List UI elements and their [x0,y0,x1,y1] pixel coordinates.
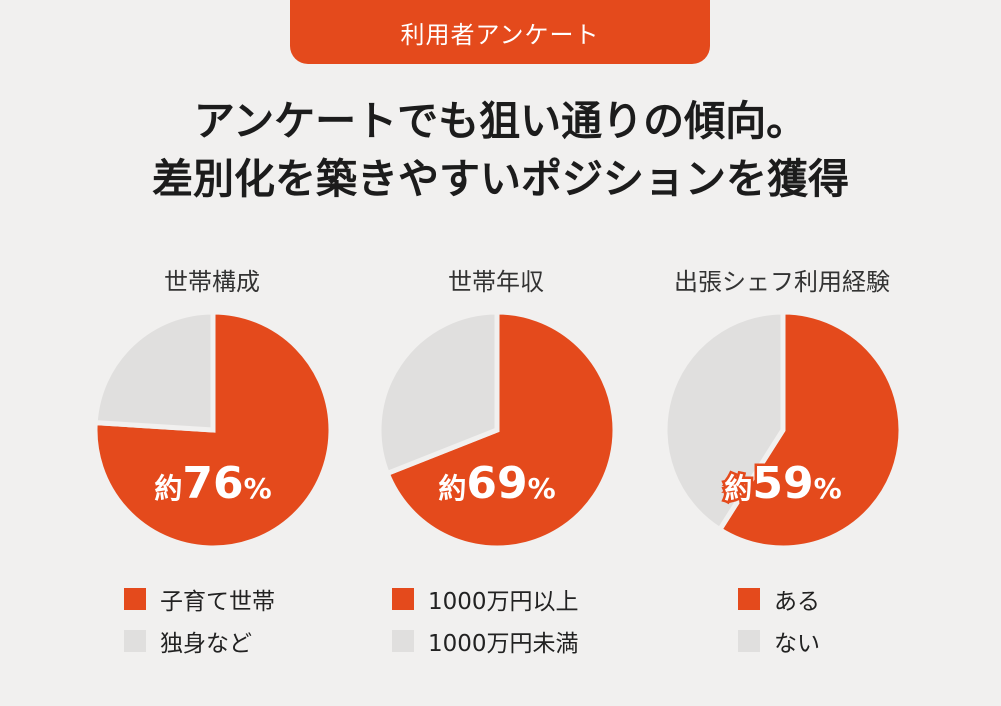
pie-chart-household: 約76% [62,310,362,558]
legend-item: 1000万円未満 [392,620,646,662]
pie-slice-primary [93,310,333,550]
percent-suffix: % [814,472,842,505]
chart-title: 世帯構成 [164,268,260,296]
legend-swatch [392,630,414,652]
legend-item: 1000万円以上 [392,578,646,620]
pie-svg: 約69% [377,310,617,550]
percent-suffix: % [528,472,556,505]
legend-swatch [738,588,760,610]
legend-item: ある [738,578,932,620]
headline-line-2: 差別化を築きやすいポジションを獲得 [152,155,849,203]
percent-label: 約69% [438,458,555,509]
legend: 子育て世帯 独身など [62,578,362,662]
legend-item: ない [738,620,932,662]
pie-svg: 約76% [93,310,333,550]
percent-prefix: 約 [154,472,182,505]
chart-title: 出張シェフ利用経験 [674,268,890,296]
pie-slice-secondary [377,310,500,477]
survey-badge: 利用者アンケート [290,0,710,64]
legend-swatch [392,588,414,610]
percent-prefix: 約 [724,472,752,505]
legend-swatch [124,630,146,652]
pie-slice-secondary [93,310,216,433]
legend-label: 子育て世帯 [160,589,275,615]
pie-chart-chef-experience: 約59% [632,310,932,558]
legend-label: 独身など [160,631,252,657]
pie-slice-primary [716,310,903,550]
headline: アンケートでも狙い通りの傾向。 差別化を築きやすいポジションを獲得 [0,92,1001,208]
percent-number: 76 [182,458,243,509]
chart-panel-income: 世帯年収 約69% 1000万円以上 1000万円未満 [346,262,646,662]
chart-panel-household: 世帯構成 約76% 子育て世帯 独身など [62,262,362,662]
percent-number: 59 [752,458,813,509]
pie-chart-income: 約69% [346,310,646,558]
headline-line-1: アンケートでも狙い通りの傾向。 [193,97,808,145]
pie-slice-secondary [663,310,786,534]
legend-label: ある [774,589,820,615]
legend-item: 子育て世帯 [124,578,362,620]
percent-prefix: 約 [438,472,466,505]
legend: ある ない [632,578,932,662]
chart-title: 世帯年収 [448,268,544,296]
percent-label: 約59% [724,458,841,509]
legend-label: 1000万円未満 [428,631,579,657]
percent-number: 69 [466,458,527,509]
legend-label: ない [774,631,820,657]
pie-svg: 約59% [663,310,903,550]
percent-label: 約76% [154,458,271,509]
legend-swatch [124,588,146,610]
pie-slice-primary [384,310,617,550]
legend-swatch [738,630,760,652]
percent-suffix: % [244,472,272,505]
legend-label: 1000万円以上 [428,589,579,615]
legend: 1000万円以上 1000万円未満 [346,578,646,662]
legend-item: 独身など [124,620,362,662]
chart-panel-chef-experience: 出張シェフ利用経験 約59% ある ない [632,262,932,662]
